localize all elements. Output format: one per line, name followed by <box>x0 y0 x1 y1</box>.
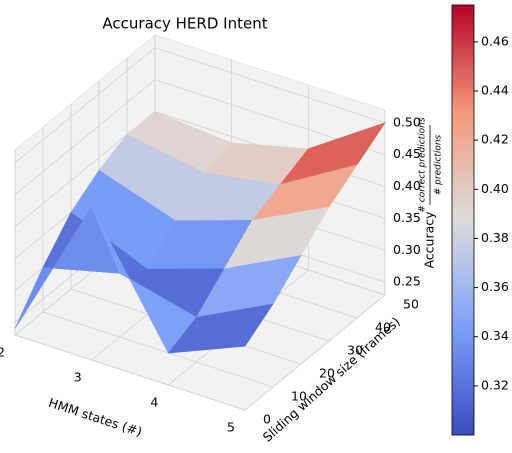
colorbar-tick-label: 0.46 <box>481 33 509 48</box>
colorbar <box>451 4 475 436</box>
z-tick-label: 0.40 <box>393 178 421 193</box>
z-tick-label: 0.30 <box>393 242 421 257</box>
y-tick-label: 0 <box>263 412 271 427</box>
y-tick-label: 40 <box>375 320 391 335</box>
z-axis-label-numerator: # correct predictions <box>418 117 428 212</box>
z-axis-label-text: Accuracy <box>422 211 437 269</box>
grid-line <box>14 47 156 164</box>
colorbar-tick-label: 0.38 <box>481 230 509 245</box>
y-tick-label: 10 <box>291 389 307 404</box>
grid-line <box>42 311 274 388</box>
colorbar-tick-label: 0.42 <box>481 132 509 147</box>
y-tick-label: 30 <box>347 343 363 358</box>
colorbar-tick-label: 0.40 <box>481 181 509 196</box>
y-tick-label: 20 <box>319 366 335 381</box>
colorbar-tick-label: 0.36 <box>481 279 509 294</box>
x-tick-label: 4 <box>150 395 158 410</box>
surface-patch <box>167 303 274 354</box>
z-tick-label: 0.25 <box>393 274 421 289</box>
grid-line <box>14 79 156 195</box>
z-axis-label: Accuracy # correct predictions # predict… <box>418 117 444 268</box>
z-axis-label-denominator: # predictions <box>434 134 444 195</box>
x-tick-label: 3 <box>74 370 82 385</box>
colorbar-tick-label: 0.32 <box>481 377 509 392</box>
grid-line <box>244 294 386 411</box>
x-tick-label: 2 <box>0 345 5 360</box>
y-tick-label: 50 <box>403 297 419 312</box>
x-axis-label: HMM states (#) <box>47 395 144 439</box>
chart-title: Accuracy HERD Intent <box>102 15 267 33</box>
x-tick-label: 5 <box>227 420 235 435</box>
colorbar-tick-label: 0.34 <box>481 328 509 343</box>
grid-line <box>154 47 386 124</box>
z-tick-label: 0.45 <box>393 146 421 161</box>
z-tick-label: 0.50 <box>393 114 421 129</box>
z-tick-label: 0.35 <box>393 210 421 225</box>
grid-line <box>14 334 246 411</box>
colorbar-tick-label: 0.44 <box>481 83 509 98</box>
